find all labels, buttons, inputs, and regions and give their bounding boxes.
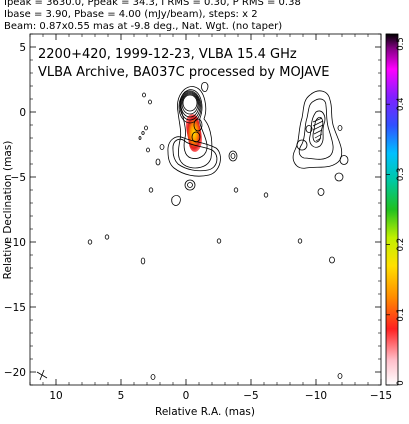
x-tick-labels: 10 5 0 −5 −10 −15 <box>49 390 392 402</box>
colorbar-tick-label: 0 <box>396 380 406 385</box>
y-axis-label: Relative Declination (mas) <box>2 141 14 280</box>
colorbar-tick-label: 0.4 <box>396 97 406 111</box>
x-tick-label: 5 <box>118 390 125 402</box>
polarization-vectors <box>312 117 324 142</box>
colorbar <box>385 33 399 386</box>
axis-ticks <box>29 33 382 386</box>
plot-frame <box>29 33 382 386</box>
x-axis-label: Relative R.A. (mas) <box>155 406 255 418</box>
contour-map <box>36 82 349 381</box>
header-line-1: Ipeak = 3630.0, Ppeak = 34.3, I RMS = 0.… <box>4 0 301 8</box>
y-tick-label: 0 <box>19 107 26 119</box>
y-tick-label: −15 <box>4 302 26 314</box>
plot-title: 2200+420, 1999-12-23, VLBA 15.4 GHz <box>38 47 297 62</box>
core-polarization-fill <box>185 114 202 152</box>
header-line-2: Ibase = 3.90, Pbase = 4.00 (mJy/beam), s… <box>4 9 258 20</box>
y-tick-label: 5 <box>19 42 26 54</box>
y-tick-labels: 5 0 −5 −10 −15 −20 <box>4 42 26 379</box>
header-line-3: Beam: 0.87x0.55 mas at -9.8 deg., Nat. W… <box>4 21 282 32</box>
plot-subtitle: VLBA Archive, BA037C processed by MOJAVE <box>38 65 329 80</box>
x-tick-label: −10 <box>305 390 327 402</box>
y-tick-label: −20 <box>4 367 26 379</box>
x-tick-label: 0 <box>183 390 190 402</box>
y-tick-label: −5 <box>11 172 26 184</box>
core-contours <box>167 82 221 177</box>
colorbar-tick-label: 0.5 <box>396 37 406 51</box>
y-tick-label: −10 <box>4 237 26 249</box>
beam-symbol <box>36 369 48 381</box>
colorbar-tick-labels: 0 0.1 0.2 0.3 0.4 0.5 <box>386 33 406 386</box>
x-tick-label: 10 <box>49 390 62 402</box>
colorbar-tick-label: 0.1 <box>396 308 406 322</box>
x-tick-label: −5 <box>243 390 258 402</box>
colorbar-tick-label: 0.3 <box>396 168 406 182</box>
x-tick-label: −15 <box>370 390 392 402</box>
scattered-contours <box>87 92 343 380</box>
colorbar-tick-label: 0.2 <box>396 238 406 252</box>
